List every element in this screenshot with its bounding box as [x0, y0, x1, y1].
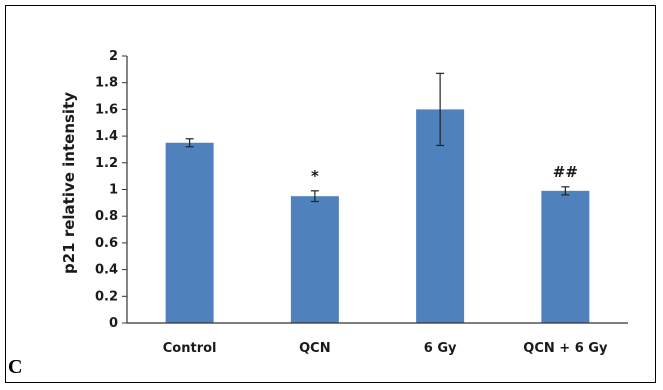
y-tick-label: 0.8	[95, 209, 118, 224]
y-tick-label: 0.4	[95, 263, 118, 278]
bar-0	[165, 142, 214, 323]
annotations: * ##	[311, 163, 578, 185]
y-tick-label: 1.8	[95, 76, 118, 91]
significance-marker-3: ##	[553, 163, 578, 181]
y-tick-label: 1.2	[95, 156, 118, 171]
panel-label: C	[8, 356, 23, 378]
x-axis-categories: Control QCN 6 Gy QCN + 6 Gy	[163, 341, 608, 356]
bar-1	[290, 196, 339, 323]
category-label-2: 6 Gy	[424, 341, 457, 356]
bar-3	[541, 190, 590, 323]
y-tick-label: 1	[109, 183, 118, 198]
y-tick-label: 2	[109, 49, 118, 64]
error-bars	[185, 72, 570, 203]
y-tick-label: 0.6	[95, 236, 118, 251]
category-label-1: QCN	[299, 341, 330, 356]
category-label-3: QCN + 6 Gy	[523, 341, 608, 356]
significance-marker-1: *	[311, 167, 319, 185]
figure-frame	[5, 5, 656, 383]
y-tick-label: 0.2	[95, 289, 118, 304]
y-axis-ticks: 0 0.2 0.4 0.6 0.8 1 1.2 1.4 1.6 1.8 2	[95, 49, 127, 331]
category-label-0: Control	[163, 341, 217, 356]
y-tick-label: 1.6	[95, 102, 118, 117]
y-tick-label: 0	[109, 316, 118, 331]
y-tick-label: 1.4	[95, 129, 118, 144]
bars	[165, 109, 590, 324]
y-axis-label: p21 relative intensity	[60, 92, 78, 274]
